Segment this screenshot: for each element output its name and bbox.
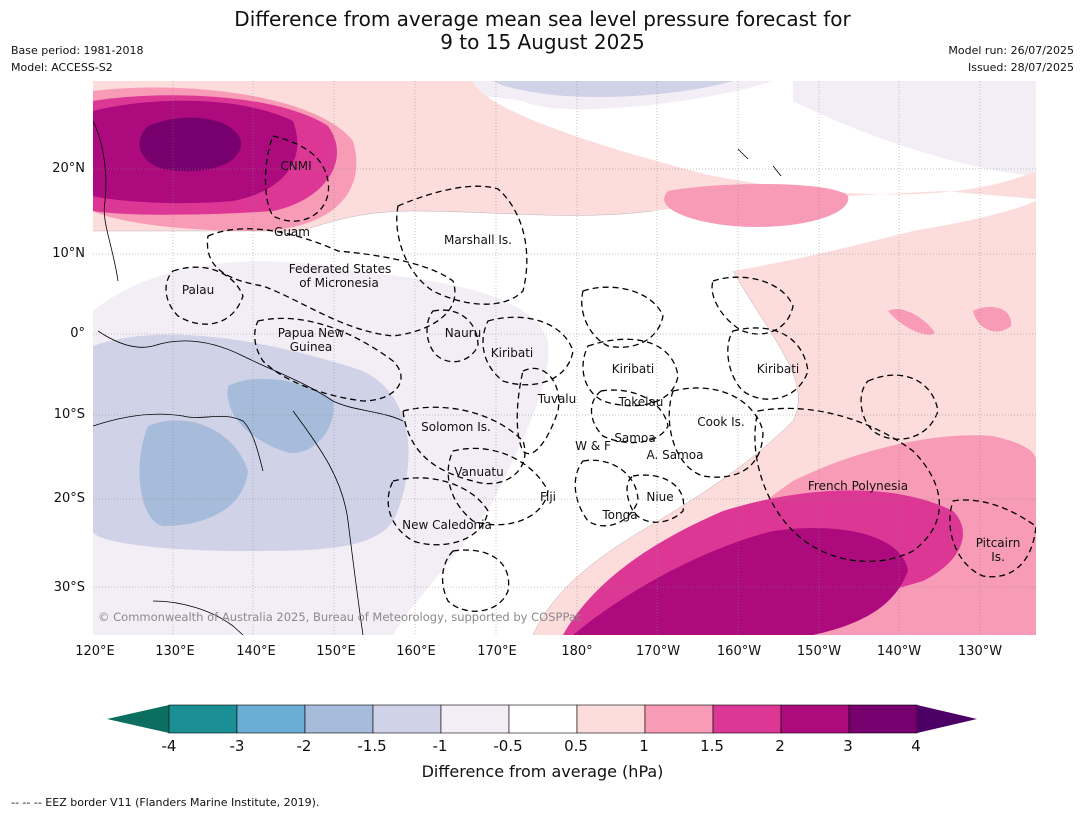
lon-label-140w: 140°W (876, 644, 922, 659)
positive-anomaly-fields (93, 81, 1036, 635)
lat-label-30s: 30°S (53, 580, 85, 595)
label-french-polynesia: French Polynesia (808, 479, 908, 493)
colorbar-segment (440, 704, 510, 734)
colorbar-tick-label: 3 (843, 737, 853, 755)
model-run: Model run: 26/07/2025 (948, 44, 1074, 57)
lon-label-170w: 170°W (635, 644, 681, 659)
model-name: Model: ACCESS-S2 (11, 61, 113, 74)
colorbar-tick-label: 2 (775, 737, 785, 755)
colorbar-tick-label: -1.5 (357, 737, 387, 755)
colorbar-low-extension (107, 705, 169, 733)
coastlines (93, 120, 782, 635)
label-kiribati-central: Kiribati (612, 362, 654, 376)
label-kiribati-west: Kiribati (491, 346, 533, 360)
colorbar-title: Difference from average (hPa) (421, 762, 664, 781)
colorbar-segment (168, 704, 238, 734)
label-marshall-islands: Marshall Is. (444, 233, 512, 247)
issued-date: Issued: 28/07/2025 (967, 61, 1074, 74)
label-cook-islands: Cook Is. (697, 415, 744, 429)
base-period: Base period: 1981-2018 (11, 44, 144, 57)
colorbar-high-extension (917, 705, 977, 733)
colorbar-segment (644, 704, 714, 734)
metadata-left: Base period: 1981-2018 Model: ACCESS-S2 (11, 42, 143, 76)
label-kiribati-east: Kiribati (757, 362, 799, 376)
metadata-right: Model run: 26/07/2025 Issued: 28/07/2025 (948, 42, 1074, 76)
label-cnmi: CNMI (280, 159, 311, 173)
map-title-line2: 9 to 15 August 2025 (440, 30, 645, 54)
label-fsm-line2: of Micronesia (299, 276, 379, 290)
lat-label-20s: 20°S (53, 491, 85, 506)
label-png-line1: Papua New (278, 326, 345, 340)
lat-label-20n: 20°N (52, 161, 85, 176)
colorbar-segment (508, 704, 578, 734)
label-palau: Palau (182, 283, 214, 297)
label-tokelau: Tokelau (618, 395, 664, 409)
label-new-caledonia: New Caledonia (402, 518, 492, 532)
label-vanuatu: Vanuatu (454, 465, 504, 479)
copyright-notice: © Commonwealth of Australia 2025, Bureau… (98, 610, 582, 624)
colorbar-tick-label: -2 (296, 737, 312, 755)
lon-label-180: 180° (561, 644, 593, 659)
region-labels: CNMI Guam Marshall Is. Federated States … (182, 159, 1020, 564)
lon-label-160e: 160°E (396, 644, 436, 659)
label-fsm-line1: Federated States (289, 262, 391, 276)
colorbar-segment (372, 704, 442, 734)
eez-footnote: -- -- -- EEZ border V11 (Flanders Marine… (11, 796, 320, 809)
colorbar-tick-label: -3 (229, 737, 245, 755)
negative-anomaly-fields (93, 81, 1036, 635)
colorbar-tick-label: 0.5 (564, 737, 588, 755)
lat-label-10n: 10°N (52, 246, 85, 261)
colorbar (107, 704, 977, 734)
label-nauru: Nauru (445, 326, 481, 340)
colorbar-tick-label: -4 (161, 737, 177, 755)
map-svg: CNMI Guam Marshall Is. Federated States … (93, 81, 1036, 635)
lon-label-130e: 130°E (155, 644, 195, 659)
lat-label-10s: 10°S (53, 407, 85, 422)
label-solomon-islands: Solomon Is. (421, 420, 491, 434)
lat-label-0: 0° (70, 326, 85, 341)
map-title-line1: Difference from average mean sea level p… (234, 7, 851, 31)
colorbar-tick-label: 4 (911, 737, 921, 755)
label-pitcairn-line2: Is. (991, 550, 1005, 564)
label-tuvalu: Tuvalu (537, 392, 577, 406)
lon-label-170e: 170°E (477, 644, 517, 659)
label-guam: Guam (274, 225, 310, 239)
lon-label-160w: 160°W (716, 644, 762, 659)
lon-label-120e: 120°E (75, 644, 115, 659)
label-wallis-futuna: W & F (575, 439, 611, 453)
label-fiji: Fiji (540, 490, 556, 504)
contour-lines (93, 210, 799, 635)
label-pitcairn-line1: Pitcairn (976, 536, 1021, 550)
colorbar-tick-label: 1.5 (700, 737, 724, 755)
lon-label-130w: 130°W (957, 644, 1003, 659)
colorbar-segment (304, 704, 374, 734)
colorbar-tick-label: -0.5 (493, 737, 523, 755)
label-tonga: Tonga (601, 508, 637, 522)
colorbar-segment (780, 704, 850, 734)
lon-label-150e: 150°E (316, 644, 356, 659)
colorbar-segment (848, 704, 918, 734)
lon-label-140e: 140°E (236, 644, 276, 659)
eez-borders (165, 135, 1036, 612)
label-samoa: Samoa (614, 431, 655, 445)
graticule (93, 81, 1036, 635)
label-american-samoa: A. Samoa (647, 448, 704, 462)
label-niue: Niue (646, 490, 673, 504)
colorbar-segment (236, 704, 306, 734)
lon-label-150w: 150°W (796, 644, 842, 659)
colorbar-tick-label: 1 (639, 737, 649, 755)
colorbar-tick-label: -1 (432, 737, 448, 755)
pressure-anomaly-map: CNMI Guam Marshall Is. Federated States … (93, 81, 1036, 635)
label-png-line2: Guinea (290, 340, 333, 354)
colorbar-segment (712, 704, 782, 734)
colorbar-segments (168, 704, 918, 734)
colorbar-segment (576, 704, 646, 734)
